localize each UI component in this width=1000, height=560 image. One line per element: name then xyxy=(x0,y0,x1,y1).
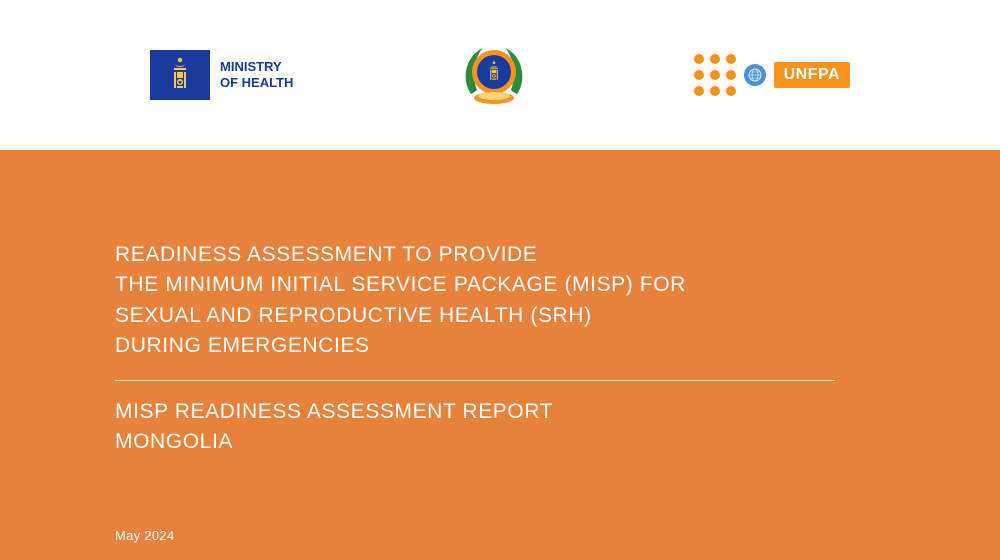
title-line1: READINESS ASSESSMENT TO PROVIDE xyxy=(115,240,940,270)
title-line2: THE MINIMUM INITIAL SERVICE PACKAGE (MIS… xyxy=(115,270,940,300)
subtitle-line2: MONGOLIA xyxy=(115,427,940,457)
report-title: READINESS ASSESSMENT TO PROVIDE THE MINI… xyxy=(115,240,940,362)
moh-text: MINISTRY OF HEALTH xyxy=(220,59,293,92)
moh-text-line1: MINISTRY xyxy=(220,59,293,75)
unfpa-logo-block: UNFPA xyxy=(694,54,850,96)
divider-line xyxy=(115,380,835,381)
unfpa-dot-grid-icon xyxy=(694,54,736,96)
nema-emblem-icon xyxy=(455,36,533,114)
subtitle-line1: MISP READINESS ASSESSMENT REPORT xyxy=(115,397,940,427)
moh-flag-icon xyxy=(150,50,210,100)
moh-text-line2: OF HEALTH xyxy=(220,75,293,91)
title-line4: DURING EMERGENCIES xyxy=(115,331,940,361)
unfpa-tag: UNFPA xyxy=(774,62,850,88)
moh-logo-block: MINISTRY OF HEALTH xyxy=(150,50,293,100)
report-date: May 2024 xyxy=(115,528,940,543)
body-panel: READINESS ASSESSMENT TO PROVIDE THE MINI… xyxy=(0,150,1000,560)
un-globe-icon xyxy=(744,64,766,86)
report-subtitle: MISP READINESS ASSESSMENT REPORT MONGOLI… xyxy=(115,397,940,458)
title-line3: SEXUAL AND REPRODUCTIVE HEALTH (SRH) xyxy=(115,301,940,331)
header: MINISTRY OF HEALTH xyxy=(0,0,1000,150)
